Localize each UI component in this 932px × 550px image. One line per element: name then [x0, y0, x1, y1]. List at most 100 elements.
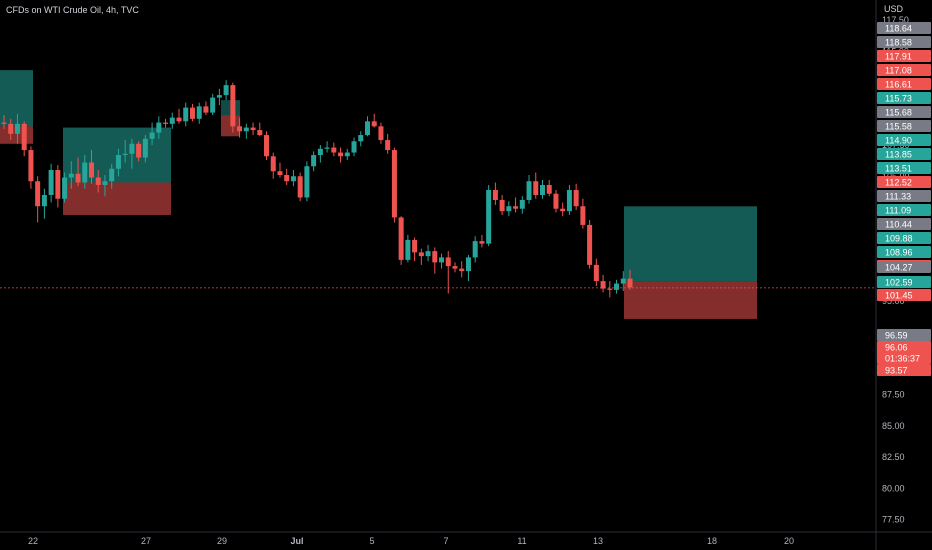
price-label-badge [877, 329, 931, 341]
y-tick-label: 117.50 [882, 15, 909, 25]
price-label-text: 117.91 [885, 52, 912, 62]
candle-body [290, 176, 296, 182]
y-tick-label: 82.50 [882, 452, 905, 462]
price-label-badge [877, 261, 931, 273]
candle-body [156, 122, 162, 133]
price-label-badge [877, 176, 931, 188]
candle-body [142, 138, 148, 158]
candle-body [189, 107, 195, 119]
candle-body [183, 107, 189, 122]
candle-body [331, 147, 337, 153]
price-label-badge [877, 204, 931, 216]
candle-body [129, 143, 135, 154]
target-zone [624, 206, 757, 282]
price-label-badge [877, 106, 931, 118]
price-label-text: 116.61 [885, 80, 912, 90]
candle-body [115, 155, 121, 169]
price-label-badge [877, 78, 931, 90]
price-label-text: 117.08 [885, 66, 912, 76]
candle-body [351, 141, 357, 153]
candle-body [499, 199, 505, 212]
price-label-badge [877, 218, 931, 230]
price-label-text: 118.64 [885, 24, 912, 34]
x-tick-label: 27 [141, 536, 151, 546]
price-label-text: 113.85 [885, 150, 912, 160]
currency-label: USD [884, 4, 904, 14]
candle-body [35, 181, 41, 207]
candle-body [371, 121, 377, 127]
candle-body [169, 117, 175, 124]
candle-body [163, 122, 169, 124]
candle-body [459, 268, 465, 272]
price-label-badge [877, 92, 931, 104]
candle-body [587, 224, 593, 265]
candle-body [14, 123, 20, 134]
candle-body [492, 189, 498, 200]
x-tick-label: 11 [517, 536, 526, 546]
candle-body [284, 175, 290, 182]
candle-body [627, 278, 633, 288]
price-label-text: 110.44 [885, 220, 912, 230]
price-label-badge [877, 352, 931, 364]
candle-body [560, 208, 566, 212]
candle-body [223, 85, 229, 96]
candle-body [573, 189, 579, 207]
candles [1, 80, 633, 298]
candle-body [102, 181, 108, 185]
price-label-text: 111.33 [885, 192, 911, 202]
candle-body [452, 266, 458, 269]
price-label-text: 109.88 [885, 234, 913, 244]
candle-body [264, 135, 270, 157]
stop-zone [63, 182, 171, 215]
price-label-text: 102.59 [885, 278, 913, 288]
candle-body [237, 126, 243, 132]
candle-body [1, 122, 7, 124]
candle-body [418, 252, 424, 257]
candle-body [338, 152, 344, 157]
candle-body [149, 132, 155, 139]
chart-title: CFDs on WTI Crude Oil, 4h, TVC [6, 5, 139, 15]
candle-body [109, 168, 115, 182]
candle-body [513, 206, 519, 209]
x-tick-label: 5 [369, 536, 374, 546]
x-tick-label: 20 [784, 536, 794, 546]
candle-body [28, 150, 34, 182]
price-label-badge [877, 289, 931, 301]
candle-body [405, 239, 411, 260]
price-label-badge [877, 36, 931, 48]
candle-body [230, 85, 236, 127]
candle-body [304, 166, 310, 198]
price-label-badge [877, 162, 931, 174]
candle-body [465, 257, 471, 272]
price-label-text: 96.59 [885, 331, 908, 341]
candle-body [607, 288, 613, 290]
candle-body [196, 106, 202, 119]
candle-body [600, 281, 606, 289]
x-tick-label: 7 [443, 536, 448, 546]
candle-body [378, 126, 384, 141]
y-tick-label: 87.50 [882, 390, 905, 400]
price-label-text: 96.06 [885, 343, 908, 353]
price-label-badge [877, 22, 931, 34]
y-tick-label: 77.50 [882, 515, 905, 525]
candle-body [210, 97, 216, 113]
stop-zone [624, 281, 757, 319]
price-label-text: 108.96 [885, 248, 913, 258]
price-label-text: 114.90 [885, 136, 912, 146]
candle-body [391, 150, 397, 218]
candle-body [580, 206, 586, 225]
candle-body [432, 251, 438, 263]
candle-body [546, 184, 552, 194]
candle-body [136, 143, 142, 158]
price-label-badge [877, 148, 931, 160]
candle-body [243, 127, 249, 132]
candle-body [21, 123, 27, 151]
candle-body [533, 181, 539, 195]
price-label-text: 115.73 [885, 94, 912, 104]
price-label-badge [877, 50, 931, 62]
candle-body [68, 173, 74, 178]
candle-body [526, 181, 532, 200]
candle-body [311, 155, 317, 167]
candle-body [506, 206, 512, 212]
